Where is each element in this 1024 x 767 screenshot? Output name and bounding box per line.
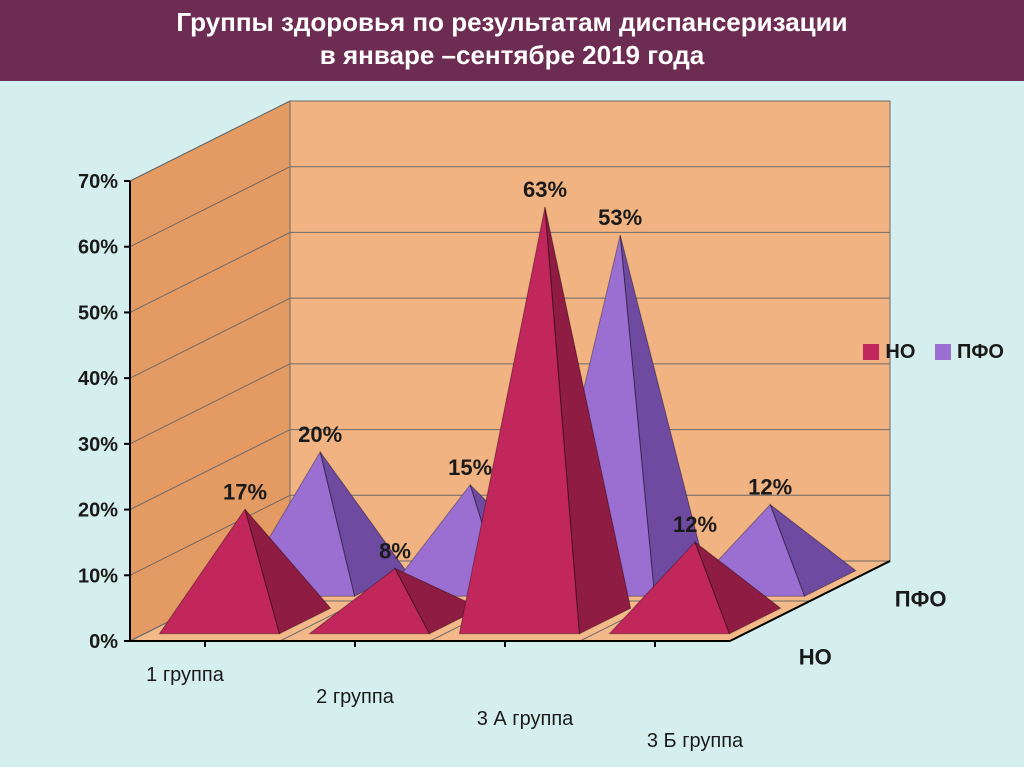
title-line-1: Группы здоровья по результатам диспансер… [176,7,847,37]
svg-text:1 группа: 1 группа [146,664,225,686]
svg-text:63%: 63% [523,177,567,202]
svg-text:8%: 8% [379,538,411,563]
title-line-2: в январе –сентябре 2019 года [320,40,704,70]
svg-text:ПФО: ПФО [895,587,947,612]
legend-label-no: НО [885,341,915,363]
legend-swatch-pfo [935,344,951,360]
svg-text:50%: 50% [78,302,118,324]
svg-text:30%: 30% [78,434,118,456]
svg-text:20%: 20% [78,500,118,522]
svg-text:70%: 70% [78,171,118,193]
legend: НО ПФО [849,341,1004,364]
svg-text:17%: 17% [223,479,267,504]
legend-swatch-no [863,344,879,360]
svg-text:53%: 53% [598,205,642,230]
svg-text:10%: 10% [78,565,118,587]
chart-title: Группы здоровья по результатам диспансер… [0,0,1024,81]
svg-text:3 Б группа: 3 Б группа [647,730,744,752]
svg-text:60%: 60% [78,237,118,259]
svg-text:15%: 15% [448,455,492,480]
svg-text:2 группа: 2 группа [316,686,395,708]
svg-text:40%: 40% [78,368,118,390]
svg-text:12%: 12% [748,475,792,500]
svg-text:12%: 12% [673,512,717,537]
chart-svg: 0% 10% 20% 30% 40% 50% 60% 70% 1 группа 2 группа 3… [0,81,1024,767]
svg-text:3 А группа: 3 А группа [477,708,574,730]
svg-text:0%: 0% [89,631,118,653]
svg-text:20%: 20% [298,422,342,447]
legend-label-pfo: ПФО [957,341,1004,363]
svg-text:НО: НО [799,645,832,670]
chart-area: 0% 10% 20% 30% 40% 50% 60% 70% 1 группа 2 группа 3… [0,81,1024,767]
